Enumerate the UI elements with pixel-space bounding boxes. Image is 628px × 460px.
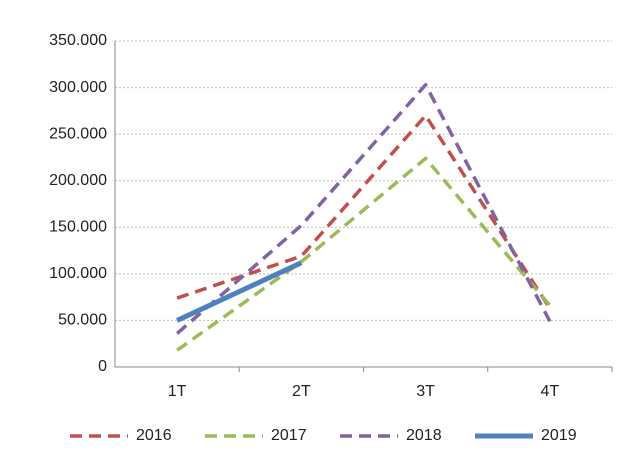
legend-label: 2016 bbox=[136, 427, 172, 444]
x-tick-label: 3T bbox=[416, 383, 435, 400]
legend-label: 2017 bbox=[271, 427, 307, 444]
y-tick-label: 0 bbox=[98, 358, 107, 375]
y-tick-label: 50.000 bbox=[58, 312, 107, 329]
y-tick-label: 150.000 bbox=[49, 219, 107, 236]
legend-label: 2019 bbox=[541, 427, 577, 444]
series-line bbox=[176, 156, 552, 352]
x-tick-label: 1T bbox=[168, 383, 187, 400]
x-tick-label: 2T bbox=[292, 383, 311, 400]
series-line bbox=[176, 113, 552, 310]
x-tick-label: 4T bbox=[541, 383, 560, 400]
series-line bbox=[176, 260, 303, 323]
y-tick-label: 350.000 bbox=[49, 32, 107, 49]
legend-label: 2018 bbox=[406, 427, 442, 444]
series-line bbox=[175, 83, 552, 335]
y-tick-label: 200.000 bbox=[49, 172, 107, 189]
y-tick-label: 300.000 bbox=[49, 79, 107, 96]
y-tick-label: 250.000 bbox=[49, 125, 107, 142]
y-tick-label: 100.000 bbox=[49, 265, 107, 282]
